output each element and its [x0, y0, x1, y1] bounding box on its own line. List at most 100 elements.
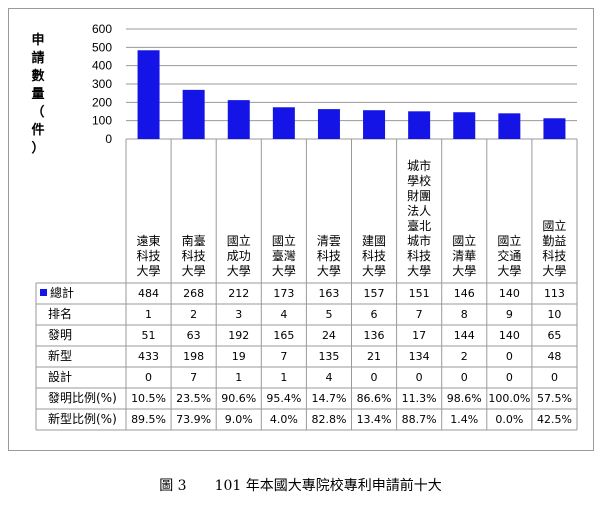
table-row-label: 排名	[48, 304, 72, 325]
table-cell: 192	[228, 329, 250, 342]
table-cell: 268	[183, 287, 205, 300]
y-axis-label-char: 數	[31, 69, 45, 84]
table-cell: 0	[460, 371, 468, 384]
table-row-label: 發明比例(%)	[48, 388, 117, 409]
table-cell: 0	[145, 371, 153, 384]
bar	[272, 107, 295, 139]
table-cell: 73.9%	[176, 413, 212, 426]
category-label: 國立清華大學	[442, 234, 487, 279]
table-cell: 3	[235, 308, 243, 321]
table-cell: 19	[231, 350, 246, 363]
table-cell: 86.6%	[356, 392, 392, 405]
table-cell: 65	[547, 329, 562, 342]
y-axis-label-char: （	[31, 105, 45, 120]
table-cell: 7	[415, 308, 423, 321]
table-cell: 0	[370, 371, 378, 384]
bar	[498, 113, 521, 139]
category-text: 城市學校財團法人臺北城市科技大學	[407, 159, 432, 278]
y-tick-label: 600	[92, 22, 112, 36]
table-cell: 134	[408, 350, 430, 363]
table-cell: 90.6%	[221, 392, 257, 405]
bar	[453, 112, 476, 139]
y-axis-label-char: ）	[31, 141, 45, 156]
figure-caption: 圖 3 101 年本國大專院校專利申請前十大	[0, 475, 601, 495]
category-label: 國立成功大學	[216, 234, 261, 279]
category-label: 國立勤益科技大學	[532, 219, 577, 279]
table-cell: 165	[273, 329, 295, 342]
table-cell: 7	[280, 350, 288, 363]
table-row-label-text: 新型比例(%)	[48, 412, 117, 426]
category-text: 國立成功大學	[226, 234, 251, 278]
chart-frame	[8, 8, 594, 451]
table-cell: 42.5%	[536, 413, 572, 426]
y-tick-label: 100	[92, 114, 112, 128]
table-cell: 1	[235, 371, 243, 384]
table-cell: 4	[325, 371, 333, 384]
table-cell: 21	[367, 350, 382, 363]
category-label: 遠東科技大學	[126, 234, 171, 279]
table-cell: 140	[498, 287, 520, 300]
y-axis-label-char: 申	[31, 33, 45, 48]
bar	[363, 110, 386, 139]
table-cell: 17	[412, 329, 427, 342]
category-text: 國立勤益科技大學	[542, 219, 567, 278]
table-cell: 24	[321, 329, 336, 342]
bar	[227, 100, 250, 139]
bar	[543, 118, 566, 139]
table-cell: 1.4%	[450, 413, 479, 426]
table-row-label: 發明	[48, 325, 72, 346]
table-row-label: 設計	[48, 367, 72, 388]
category-text: 國立臺灣大學	[271, 234, 296, 278]
y-axis-label-char: 量	[31, 87, 45, 102]
y-tick-label: 0	[105, 132, 112, 146]
table-row-label-text: 發明比例(%)	[48, 391, 117, 405]
table-cell: 433	[138, 350, 160, 363]
table-cell: 100.0%	[488, 392, 531, 405]
table-cell: 95.4%	[266, 392, 302, 405]
table-cell: 151	[408, 287, 430, 300]
table-cell: 0	[415, 371, 423, 384]
table-row-label-text: 發明	[48, 328, 73, 342]
category-label: 國立臺灣大學	[261, 234, 306, 279]
table-row-label-text: 新型	[48, 349, 73, 363]
table-cell: 1	[280, 371, 288, 384]
table-cell: 173	[273, 287, 295, 300]
table-cell: 157	[363, 287, 385, 300]
table-cell: 82.8%	[311, 413, 347, 426]
y-axis-label-char: 件	[31, 123, 45, 138]
table-cell: 23.5%	[176, 392, 212, 405]
table-cell: 136	[363, 329, 385, 342]
bar	[317, 109, 340, 139]
category-text: 國立交通大學	[497, 234, 522, 278]
table-cell: 8	[460, 308, 468, 321]
table-row-label-text: 排名	[48, 307, 73, 321]
table-cell: 0	[505, 371, 513, 384]
table-row-label: 新型比例(%)	[48, 409, 117, 430]
table-cell: 163	[318, 287, 340, 300]
table-cell: 7	[190, 371, 198, 384]
table-cell: 14.7%	[311, 392, 347, 405]
y-axis-label-char: 請	[31, 51, 45, 66]
figure-number: 圖 3	[159, 478, 187, 494]
table-cell: 2	[190, 308, 198, 321]
table-row-label-text: 總計	[50, 286, 75, 300]
table-cell: 144	[453, 329, 475, 342]
category-label: 清雲科技大學	[306, 234, 351, 279]
table-cell: 9	[505, 308, 513, 321]
table-cell: 98.6%	[446, 392, 482, 405]
table-cell: 140	[498, 329, 520, 342]
y-tick-label: 300	[92, 77, 112, 91]
table-cell: 0	[505, 350, 513, 363]
table-cell: 0	[550, 371, 558, 384]
table-cell: 13.4%	[356, 413, 392, 426]
category-label: 南臺科技大學	[171, 234, 216, 279]
y-tick-label: 500	[92, 40, 112, 54]
table-cell: 0.0%	[495, 413, 524, 426]
category-text: 南臺科技大學	[181, 234, 206, 278]
table-cell: 10.5%	[131, 392, 167, 405]
table-row-label-text: 設計	[48, 370, 73, 384]
table-cell: 484	[138, 287, 160, 300]
table-cell: 88.7%	[401, 413, 437, 426]
table-cell: 5	[325, 308, 333, 321]
table-cell: 146	[453, 287, 475, 300]
